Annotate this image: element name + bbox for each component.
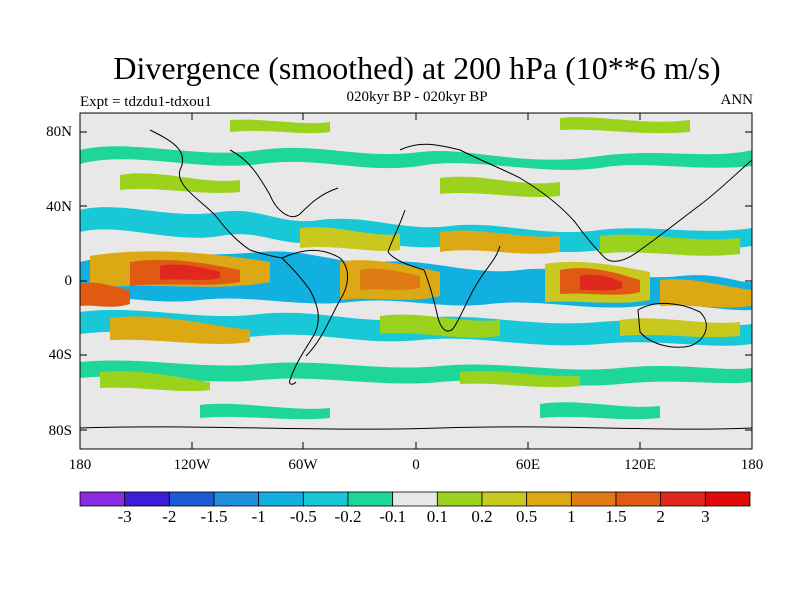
divergence-field (80, 117, 752, 420)
lon-label-60e: 60E (515, 457, 541, 473)
colorbar-label: -0.2 (334, 507, 362, 526)
colorbar-swatch (570, 491, 617, 507)
colorbar-label: -0.5 (289, 507, 317, 526)
colorbar-label: -1.5 (200, 507, 228, 526)
lat-label-equator: 0 (64, 273, 73, 289)
lon-label-180e: 180 (740, 457, 764, 473)
figure-title: Divergence (smoothed) at 200 hPa (10**6 … (113, 50, 721, 86)
lat-label-80s: 80S (48, 423, 72, 439)
north-america-east-coast (229, 149, 339, 218)
lon-label-0: 0 (412, 457, 420, 473)
colorbar-label: 2 (656, 507, 665, 526)
colorbar-swatch (347, 491, 394, 507)
lat-label-80n: 80N (46, 124, 72, 140)
colorbar-label: -0.1 (379, 507, 407, 526)
colorbar-swatch (526, 491, 572, 507)
colorbar-swatch (124, 491, 170, 507)
colorbar-swatch (615, 491, 662, 507)
lon-label-120e: 120E (624, 457, 656, 473)
colorbar-swatch (168, 491, 215, 507)
eurasia-coast (399, 143, 752, 262)
antarctica-coast (80, 426, 752, 430)
period-subtitle: 020kyr BP - 020kyr BP (346, 89, 488, 105)
lat-label-40s: 40S (48, 347, 72, 363)
colorbar-swatch (392, 491, 438, 507)
colorbar-label: -1 (251, 507, 266, 526)
colorbar-swatch (704, 491, 751, 507)
colorbar-swatch (213, 491, 260, 507)
africa-coast (387, 209, 501, 332)
lon-label-60w: 60W (288, 457, 318, 473)
coastlines (80, 129, 752, 430)
season-label: ANN (720, 92, 754, 108)
colorbar-swatch (481, 491, 528, 507)
colorbar-label: -3 (117, 507, 132, 526)
experiment-label: Expt = tdzdu1-tdxou1 (80, 94, 212, 110)
colorbar-label: 0.1 (426, 507, 448, 526)
colorbar-swatch (79, 491, 126, 507)
colorbar-label: 0.2 (471, 507, 493, 526)
lon-label-120w: 120W (173, 457, 211, 473)
axis-ticks (80, 113, 752, 449)
lon-label-180w: 180 (68, 457, 92, 473)
americas-west-coast (149, 129, 319, 385)
south-america-east-coast (281, 250, 348, 357)
colorbar-label: -2 (162, 507, 177, 526)
colorbar-label: 1 (567, 507, 576, 526)
colorbar-swatch (660, 491, 706, 507)
colorbar-swatch (258, 491, 304, 507)
colorbar-label: 0.5 (516, 507, 538, 526)
australia-coast (637, 302, 707, 348)
colorbar-swatch (302, 491, 349, 507)
colorbar-label: 3 (701, 507, 710, 526)
colorbar (79, 491, 751, 507)
colorbar-swatch (436, 491, 483, 507)
lat-label-40n: 40N (46, 199, 72, 215)
colorbar-label: 1.5 (605, 507, 627, 526)
